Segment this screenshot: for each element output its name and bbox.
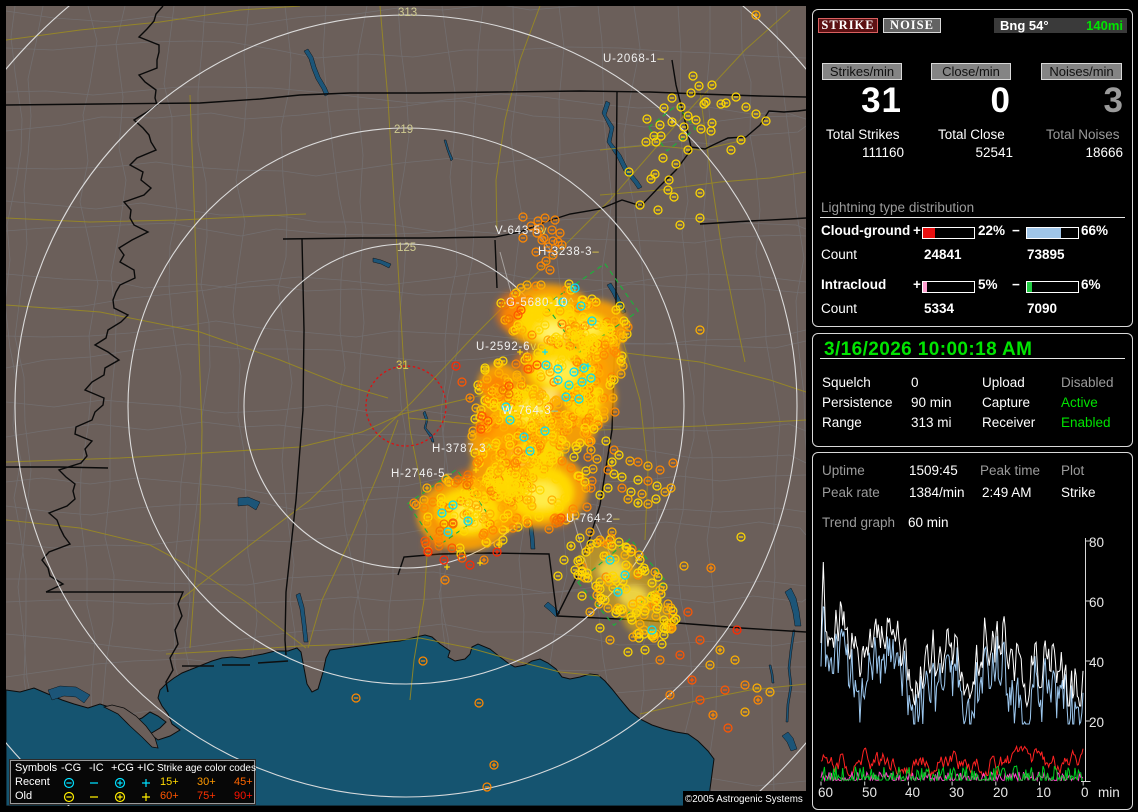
svg-text:219: 219 [394,124,413,136]
svg-text:H-3238-3–: H-3238-3– [538,246,600,258]
svg-text:H-2746-5–: H-2746-5– [391,468,453,480]
svg-text:20: 20 [1089,715,1104,730]
svg-text:H-3787-3^: H-3787-3^ [432,443,493,455]
svg-text:80: 80 [1089,535,1104,550]
svg-text:30: 30 [949,785,964,800]
svg-text:40: 40 [905,785,920,800]
svg-text:31: 31 [396,360,409,372]
svg-text:125: 125 [397,242,416,254]
svg-text:50: 50 [862,785,877,800]
svg-text:W-764-3–: W-764-3– [502,405,559,417]
svg-text:U-2592-6v: U-2592-6v [476,341,537,353]
svg-text:40: 40 [1089,655,1104,670]
svg-text:0: 0 [1081,785,1089,800]
svg-text:60: 60 [818,785,833,800]
svg-text:U-2068-1–: U-2068-1– [603,53,665,65]
svg-text:©2005 Astrogenic Systems: ©2005 Astrogenic Systems [685,794,803,805]
svg-text:313: 313 [398,7,417,19]
svg-text:G-5680-10^: G-5680-10^ [506,297,574,309]
svg-text:min: min [1098,785,1120,800]
svg-text:U-764-2–: U-764-2– [566,513,620,525]
svg-text:10: 10 [1036,785,1051,800]
svg-text:20: 20 [993,785,1008,800]
svg-text:V-643-5v: V-643-5v [495,225,547,237]
svg-text:60: 60 [1089,595,1104,610]
